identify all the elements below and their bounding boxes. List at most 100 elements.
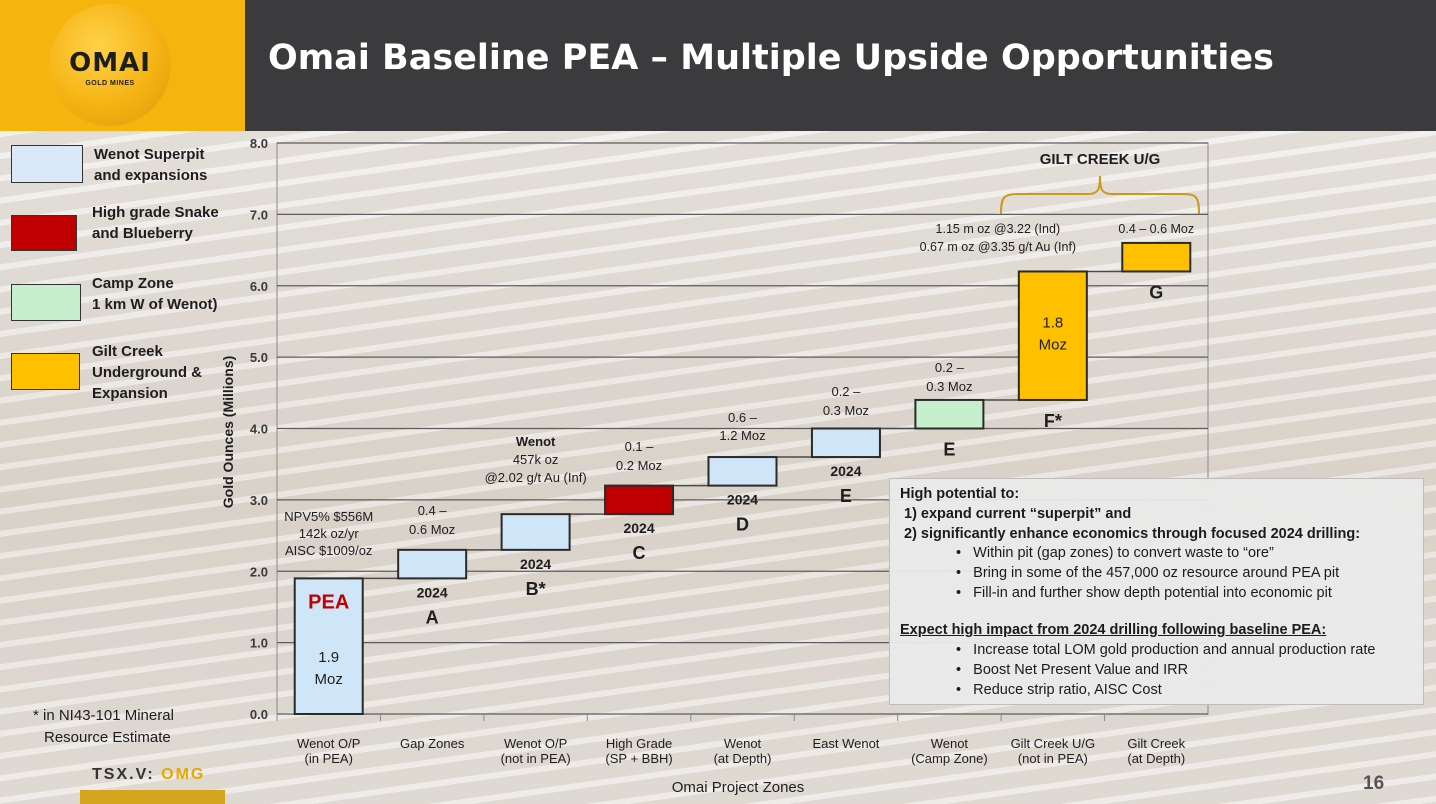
logo-panel: OMAI GOLD MINES	[0, 0, 245, 131]
bar-letter-label: E	[840, 486, 852, 506]
bar-annotation: NPV5% $556M	[284, 509, 373, 524]
bar	[1121, 241, 1192, 273]
bar-annotation: 0.6 Moz	[409, 522, 455, 537]
bar-letter-label: F*	[1044, 411, 1062, 431]
bar-annotation: 0.3 Moz	[823, 403, 869, 418]
logo-subtext: GOLD MINES	[85, 80, 135, 87]
bar-annotation: 0.6 –	[728, 410, 758, 425]
x-tick-label: High Grade	[606, 736, 672, 751]
footnote: * in NI43-101 Mineral Resource Estimate	[33, 705, 174, 749]
y-tick-label: 1.0	[250, 636, 268, 651]
x-tick-label: (at Depth)	[1127, 751, 1185, 766]
x-tick-label: Wenot	[931, 736, 969, 751]
y-tick-label: 5.0	[250, 350, 268, 365]
bar-letter-label: B*	[526, 579, 546, 599]
y-axis-label: Gold Ounces (Millions)	[220, 356, 236, 508]
bar-value-label: Moz	[315, 671, 343, 688]
info-bullet: • Within pit (gap zones) to convert wast…	[956, 545, 1274, 561]
title-bar	[245, 0, 1436, 131]
bar-year-label: 2024	[623, 520, 654, 536]
bar-annotation: 142k oz/yr	[299, 526, 360, 541]
x-tick-label: Gap Zones	[400, 736, 465, 751]
bar-annotation: 1.15 m oz @3.22 (Ind)	[936, 222, 1061, 236]
y-tick-label: 6.0	[250, 279, 268, 294]
bar-letter-label: C	[633, 543, 646, 563]
bar	[1017, 270, 1088, 401]
x-tick-label: (in PEA)	[305, 751, 353, 766]
info-bullet: • Reduce strip ratio, AISC Cost	[956, 682, 1162, 698]
bar-annotation: 0.4 –	[418, 503, 448, 518]
bar-annotation: 0.1 –	[625, 439, 655, 454]
x-tick-label: East Wenot	[812, 736, 879, 751]
x-tick-label: (Camp Zone)	[911, 751, 988, 766]
info-point-2: 2) significantly enhance economics throu…	[904, 526, 1361, 542]
slide-title: Omai Baseline PEA – Multiple Upside Oppo…	[268, 38, 1274, 78]
bar	[914, 398, 985, 430]
bar	[604, 484, 675, 516]
bar	[810, 427, 881, 459]
bar-value-label: 1.9	[318, 649, 339, 666]
x-tick-label: Gilt Creek U/G	[1011, 736, 1096, 751]
bar-annotation: @2.02 g/t Au (Inf)	[485, 470, 587, 485]
bar-annotation: 0.2 Moz	[616, 458, 662, 473]
x-tick-label: (SP + BBH)	[605, 751, 672, 766]
bar-letter-label: A	[426, 607, 439, 627]
x-tick-label: (at Depth)	[714, 751, 772, 766]
bar-annotation: 0.3 Moz	[926, 379, 972, 394]
gilt-creek-bracket: GILT CREEK U/G	[1000, 151, 1200, 215]
info-heading: High potential to:	[900, 486, 1020, 502]
bar-year-label: 2024	[727, 492, 758, 508]
bar-year-label: 2024	[520, 556, 551, 572]
legend-swatch-gilt-creek	[11, 353, 80, 390]
ticker-symbol: OMG	[161, 766, 206, 783]
ticker: TSX.V: OMG	[92, 766, 206, 783]
page-number: 16	[1363, 773, 1385, 794]
bar-value-label: 1.8	[1042, 315, 1063, 332]
bar-value-label: Moz	[1039, 337, 1067, 354]
y-tick-label: 4.0	[250, 422, 268, 437]
bar-year-label: 2024	[417, 584, 448, 600]
bar-annotation: AISC $1009/oz	[285, 543, 372, 558]
x-tick-label: Wenot O/P	[297, 736, 360, 751]
info-heading-2: Expect high impact from 2024 drilling fo…	[900, 622, 1327, 638]
bar-annotation: 0.2 –	[935, 360, 965, 375]
bar-annotation: 457k oz	[513, 452, 559, 467]
y-tick-label: 7.0	[250, 207, 268, 222]
bar-annotation: 0.67 m oz @3.35 g/t Au (Inf)	[920, 240, 1077, 254]
y-tick-label: 2.0	[250, 564, 268, 579]
x-axis-label: Omai Project Zones	[672, 779, 805, 796]
info-box: High potential to: 1) expand current “su…	[889, 478, 1424, 705]
legend-swatch-wenot	[11, 145, 83, 183]
y-tick-label: 0.0	[250, 707, 268, 722]
ticker-bar	[80, 790, 225, 804]
bar-annotation: Wenot	[516, 434, 556, 449]
y-tick-label: 8.0	[250, 136, 268, 151]
legend-swatch-camp-zone	[11, 284, 81, 321]
info-bullet: • Boost Net Present Value and IRR	[956, 662, 1189, 678]
bar-heading: PEA	[308, 591, 349, 613]
bar	[397, 548, 468, 580]
y-tick-label: 3.0	[250, 493, 268, 508]
bar-letter-label: G	[1149, 282, 1163, 302]
footnote-line-2: Resource Estimate	[44, 729, 171, 746]
logo-text: OMAI	[69, 48, 151, 78]
info-bullet: • Increase total LOM gold production and…	[956, 642, 1376, 658]
bracket-path	[1000, 175, 1200, 215]
x-tick-label: (not in PEA)	[501, 751, 571, 766]
x-tick-label: Wenot	[724, 736, 762, 751]
bar-letter-label: D	[736, 515, 749, 535]
legend-label-high-grade: High grade Snake and Blueberry	[92, 204, 219, 242]
bar	[500, 513, 571, 551]
bars-layer	[293, 241, 1192, 716]
legend-label-camp-zone: Camp Zone 1 km W of Wenot)	[92, 275, 218, 313]
legend-label-wenot: Wenot Superpit and expansions	[94, 146, 208, 184]
info-bullet: • Bring in some of the 457,000 oz resour…	[956, 565, 1340, 581]
bar	[707, 456, 778, 487]
bracket-label: GILT CREEK U/G	[1040, 151, 1161, 168]
x-tick-label: Wenot O/P	[504, 736, 567, 751]
labels-layer: NPV5% $556M 142k oz/yr AISC $1009/oz 1.9 Moz…	[284, 222, 1194, 688]
bar-annotation: 1.2 Moz	[719, 428, 765, 443]
legend-label-gilt-creek: Gilt Creek Underground & Expansion	[92, 343, 202, 402]
